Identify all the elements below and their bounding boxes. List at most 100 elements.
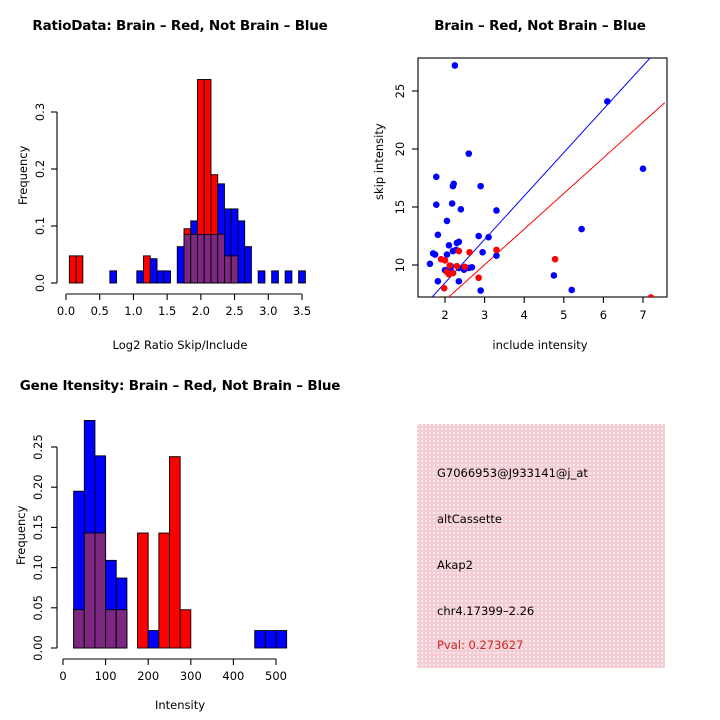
x-axis-tick-label: 7 xyxy=(639,308,646,322)
gene-info-box: G7066953@J933141@j_at altCassette Akap2 … xyxy=(417,424,665,668)
scatter-point xyxy=(426,260,434,268)
y-axis-tick-label: 0.0 xyxy=(33,274,47,292)
reference-line-brain-fit xyxy=(447,102,666,297)
x-axis-tick-label: 5 xyxy=(560,308,567,322)
scatter-point xyxy=(477,182,484,190)
y-axis-tick-label: 25 xyxy=(393,84,407,99)
y-axis-tick-label: 0.20 xyxy=(31,474,45,500)
scatter-point xyxy=(434,277,442,285)
histogram-bar xyxy=(163,270,171,284)
scatter-content xyxy=(426,58,666,306)
scatter-point xyxy=(434,231,442,239)
scatter-point xyxy=(443,217,451,225)
scatter-point xyxy=(440,284,448,292)
x-axis-tick-label: 1.5 xyxy=(158,304,176,318)
scatter-point xyxy=(551,255,559,263)
histogram-bar xyxy=(156,270,165,284)
gene-histogram-title: Gene Itensity: Brain – Red, Not Brain – … xyxy=(19,378,341,394)
scatter-title: Brain – Red, Not Brain – Blue xyxy=(434,18,646,34)
y-axis-tick-label: 20 xyxy=(393,142,407,157)
ratio-histogram-title: RatioData: Brain – Red, Not Brain – Blue xyxy=(32,18,328,34)
histogram-bar xyxy=(158,532,170,649)
x-axis-tick-label: 1.0 xyxy=(124,304,142,318)
x-axis-tick-label: 400 xyxy=(222,669,244,683)
histogram-bar xyxy=(75,255,84,284)
scatter-point xyxy=(604,98,611,105)
histogram-bar-overlap xyxy=(105,609,117,649)
x-axis-tick-label: 6 xyxy=(600,308,607,322)
histogram-bar-overlap xyxy=(210,234,219,284)
histogram-bar xyxy=(147,630,160,649)
x-axis-tick-label: 500 xyxy=(265,669,287,683)
scatter-point xyxy=(604,298,611,305)
histogram-bar xyxy=(143,255,151,284)
histogram-bar-overlap xyxy=(203,234,212,284)
x-axis-tick-label: 100 xyxy=(95,669,117,683)
scatter-plot: 10 15 20 25 2 3 4 5 6 7 xyxy=(393,57,668,322)
y-axis-tick-label: 0.10 xyxy=(31,555,45,581)
scatter-point xyxy=(443,251,451,258)
panel-gene-info: G7066953@J933141@j_at altCassette Akap2 … xyxy=(360,360,720,720)
scatter-point xyxy=(485,233,492,241)
histogram-bar xyxy=(275,630,288,649)
probe-id-text: G7066953@J933141@j_at xyxy=(437,466,588,480)
histogram-bar xyxy=(271,270,279,284)
y-axis-tick-label: 0.25 xyxy=(31,434,45,460)
histogram-bar xyxy=(176,246,185,284)
histogram-bar xyxy=(298,270,306,284)
x-axis-tick-label: 2 xyxy=(441,308,448,322)
x-axis-tick-label: 2.0 xyxy=(192,304,210,318)
scatter-point xyxy=(441,257,449,264)
gene-histogram-plot: 0.00 0.05 0.10 0.15 0.20 0.25 0 100 200 300 400 500 xyxy=(31,420,288,683)
gene-symbol-text: Akap2 xyxy=(437,558,473,572)
scatter-point xyxy=(453,262,461,270)
scatter-point xyxy=(493,207,500,214)
scatter-point xyxy=(455,277,463,285)
histogram-bar xyxy=(237,220,246,284)
pval-text: Pval: 0.273627 xyxy=(437,638,524,652)
scatter-xlabel: include intensity xyxy=(492,338,588,352)
scatter-point xyxy=(475,274,482,282)
histogram-bar xyxy=(179,609,192,649)
x-axis-tick-label: 2.5 xyxy=(225,304,243,318)
histogram-bar-overlap xyxy=(217,233,225,284)
scatter-point xyxy=(493,246,500,254)
scatter-point xyxy=(457,206,465,213)
scatter-point xyxy=(639,165,647,173)
gene-histogram-xlabel: Intensity xyxy=(154,698,206,712)
scatter-point xyxy=(443,268,451,276)
histogram-bar-overlap xyxy=(224,255,232,284)
histogram-bar xyxy=(244,246,252,284)
scatter-point xyxy=(468,264,476,271)
y-axis-tick-label: 0.1 xyxy=(33,217,47,235)
histogram-bar-overlap xyxy=(230,255,239,284)
y-axis-tick-label: 0.2 xyxy=(33,160,47,178)
scatter-point xyxy=(451,62,459,69)
histogram-bar-overlap xyxy=(115,609,128,649)
scatter-point xyxy=(448,200,456,207)
histogram-bar xyxy=(264,630,277,649)
x-axis-tick-label: 0 xyxy=(59,669,66,683)
location-text: chr4.17399–2.26 xyxy=(437,604,535,618)
scatter-point xyxy=(431,251,439,258)
scatter-point xyxy=(568,286,576,294)
scatter-point xyxy=(550,272,558,279)
x-axis-tick-label: 4 xyxy=(521,308,528,322)
scatter-point xyxy=(436,296,440,297)
panel-ratio-histogram: RatioData: Brain – Red, Not Brain – Blue… xyxy=(0,0,360,360)
x-axis-tick-label: 0.5 xyxy=(91,304,109,318)
x-axis-tick-label: 0.0 xyxy=(57,304,75,318)
plot-frame xyxy=(417,57,668,298)
y-axis-tick-label: 10 xyxy=(393,258,407,273)
scatter-point xyxy=(461,263,469,271)
histogram-bar xyxy=(68,255,77,284)
scatter-point xyxy=(475,232,482,240)
y-axis-tick-label: 0.05 xyxy=(31,595,45,621)
scatter-point xyxy=(432,201,440,208)
x-axis-tick-label: 3.0 xyxy=(259,304,277,318)
scatter-point xyxy=(578,225,585,233)
scatter-point xyxy=(466,248,473,256)
scatter-point xyxy=(436,299,443,306)
histogram-bar-overlap xyxy=(83,532,96,649)
